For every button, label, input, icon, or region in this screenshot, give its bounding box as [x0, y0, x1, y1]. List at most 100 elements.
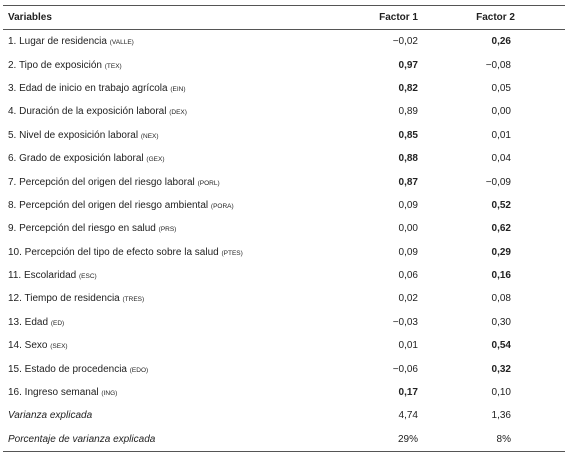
- factor2-cell: 0,05: [491, 82, 511, 94]
- row: 2. Tipo de exposición (TEX) 0,97 −0,08: [3, 53, 565, 76]
- variable-abbr: (TRES): [122, 296, 145, 304]
- factor2-cell: 0,62: [491, 223, 511, 235]
- table-body: 1. Lugar de residencia (VALLE) −0,02 0,26 2…: [3, 30, 565, 453]
- row: 8. Percepción del origen del riesgo ambi…: [3, 194, 565, 217]
- header-cell: Factor 2: [418, 5, 565, 30]
- header-row: Variables Factor 1 Factor 2: [3, 5, 565, 30]
- factor2-cell: 0,54: [491, 340, 511, 352]
- factor1-cell: 0,06: [398, 270, 418, 282]
- variable-abbr: (VALLE): [109, 39, 134, 47]
- factor1-cell: 0,17: [398, 387, 418, 399]
- factor1-cell: 0,09: [398, 199, 418, 211]
- summary-row: Porcentaje de varianza explicada 29% 8%: [3, 427, 565, 453]
- factor-table: Variables Factor 1 Factor 2 1. Lugar de …: [3, 5, 565, 453]
- factor1-cell: −0,02: [392, 36, 418, 48]
- variable-abbr: (ED): [50, 319, 65, 327]
- variable-cell: 4. Duración de la exposición laboral (DE…: [3, 100, 318, 123]
- variable-abbr: (EDO): [129, 366, 149, 374]
- factor2-cell: 0,00: [491, 106, 511, 118]
- row: 3. Edad de inicio en trabajo agrícola (E…: [3, 77, 565, 100]
- row: 7. Percepción del origen del riesgo labo…: [3, 170, 565, 193]
- variable-abbr: (ESC): [78, 273, 97, 281]
- factor1-cell: 0,85: [398, 129, 418, 141]
- variable-abbr: (PORA): [210, 202, 234, 210]
- row: 11. Escolaridad (ESC) 0,06 0,16: [3, 264, 565, 287]
- variable-cell: 7. Percepción del origen del riesgo labo…: [3, 170, 318, 193]
- variable-cell: 2. Tipo de exposición (TEX): [3, 53, 318, 76]
- variable-name: 14. Sexo: [8, 340, 48, 352]
- variable-name: 10. Percepción del tipo de efecto sobre …: [8, 246, 219, 258]
- variable-cell: 13. Edad (ED): [3, 311, 318, 334]
- factor1-cell: 0,02: [398, 293, 418, 305]
- variable-cell: 16. Ingreso semanal (ING): [3, 381, 318, 404]
- variable-abbr: (EIN): [170, 85, 186, 93]
- summary-row: Varianza explicada 4,74 1,36: [3, 404, 565, 427]
- factor1-cell: 0,82: [398, 82, 418, 94]
- variable-cell: 14. Sexo (SEX): [3, 334, 318, 357]
- variable-name: 15. Estado de procedencia: [8, 363, 127, 375]
- row: 6. Grado de exposición laboral (GEX) 0,88…: [3, 147, 565, 170]
- factor1-cell: 29%: [318, 427, 418, 453]
- variable-name: 2. Tipo de exposición: [8, 59, 102, 71]
- variable-name: 12. Tiempo de residencia: [8, 293, 120, 305]
- variable-abbr: (NEX): [140, 132, 159, 140]
- header-cell: Variables: [3, 5, 318, 30]
- row: 9. Percepción del riesgo en salud (PRS) 0…: [3, 217, 565, 240]
- variable-cell: 15. Estado de procedencia (EDO): [3, 357, 318, 380]
- variable-name: 5. Nivel de exposición laboral: [8, 129, 139, 141]
- variable-abbr: (PORL): [197, 179, 220, 187]
- factor2-cell: 0,08: [491, 293, 511, 305]
- factor2-cell: −0,08: [485, 59, 511, 71]
- row: 10. Percepción del tipo de efecto sobre …: [3, 241, 565, 264]
- variable-cell: 9. Percepción del riesgo en salud (PRS): [3, 217, 318, 240]
- variable-abbr: (DEX): [169, 109, 187, 117]
- variable-abbr: (TEX): [104, 62, 122, 70]
- variable-name: 9. Percepción del riesgo en salud: [8, 223, 156, 235]
- variable-cell: 11. Escolaridad (ESC): [3, 264, 318, 287]
- variable-name: 7. Percepción del origen del riesgo labo…: [8, 176, 195, 188]
- variable-abbr: (GEX): [146, 156, 165, 164]
- variable-name: 8. Percepción del origen del riesgo ambi…: [8, 199, 209, 211]
- factor2-cell: 0,32: [491, 363, 511, 375]
- factor1-cell: 0,09: [398, 246, 418, 258]
- row: 1. Lugar de residencia (VALLE) −0,02 0,26: [3, 30, 565, 54]
- summary-label: Porcentaje de varianza explicada: [3, 427, 318, 453]
- row: 5. Nivel de exposición laboral (NEX) 0,85…: [3, 124, 565, 147]
- summary-label: Varianza explicada: [8, 410, 93, 422]
- factor2-cell: 0,10: [491, 387, 511, 399]
- factor2-cell: 0,26: [491, 36, 511, 48]
- factor2-cell: 0,52: [491, 199, 511, 211]
- variable-name: 16. Ingreso semanal: [8, 387, 99, 399]
- factor1-cell: 0,89: [398, 106, 418, 118]
- factor1-cell: −0,03: [392, 316, 418, 328]
- row: 15. Estado de procedencia (EDO) −0,06 0,32: [3, 357, 565, 380]
- variable-name: 1. Lugar de residencia: [8, 36, 107, 48]
- factor1-cell: −0,06: [392, 363, 418, 375]
- row: 16. Ingreso semanal (ING) 0,17 0,10: [3, 381, 565, 404]
- factor2-cell: −0,09: [485, 176, 511, 188]
- variable-cell: 6. Grado de exposición laboral (GEX): [3, 147, 318, 170]
- factor2-cell: 0,30: [491, 316, 511, 328]
- variable-cell: 1. Lugar de residencia (VALLE): [3, 30, 318, 54]
- variable-name: 3. Edad de inicio en trabajo agrícola: [8, 82, 168, 94]
- factor1-cell: 0,87: [398, 176, 418, 188]
- variable-name: 11. Escolaridad: [8, 270, 77, 282]
- factor1-cell: 0,97: [398, 59, 418, 71]
- variable-abbr: (PTES): [221, 249, 243, 257]
- variable-cell: 8. Percepción del origen del riesgo ambi…: [3, 194, 318, 217]
- factor2-cell: 0,04: [491, 153, 511, 165]
- factor2-cell: 1,36: [491, 410, 511, 422]
- factor1-cell: 0,00: [398, 223, 418, 235]
- factor1-cell: 0,01: [398, 340, 418, 352]
- factor2-cell: 0,16: [491, 270, 511, 282]
- variable-name: 6. Grado de exposición laboral: [8, 153, 144, 165]
- variable-name: 13. Edad: [8, 316, 49, 328]
- variable-cell: 5. Nivel de exposición laboral (NEX): [3, 124, 318, 147]
- row: 12. Tiempo de residencia (TRES) 0,02 0,08: [3, 287, 565, 310]
- variable-cell: 12. Tiempo de residencia (TRES): [3, 287, 318, 310]
- factor2-cell: 0,01: [491, 129, 511, 141]
- variable-abbr: (PRS): [158, 226, 177, 234]
- row: 4. Duración de la exposición laboral (DE…: [3, 100, 565, 123]
- variable-abbr: (SEX): [50, 343, 68, 351]
